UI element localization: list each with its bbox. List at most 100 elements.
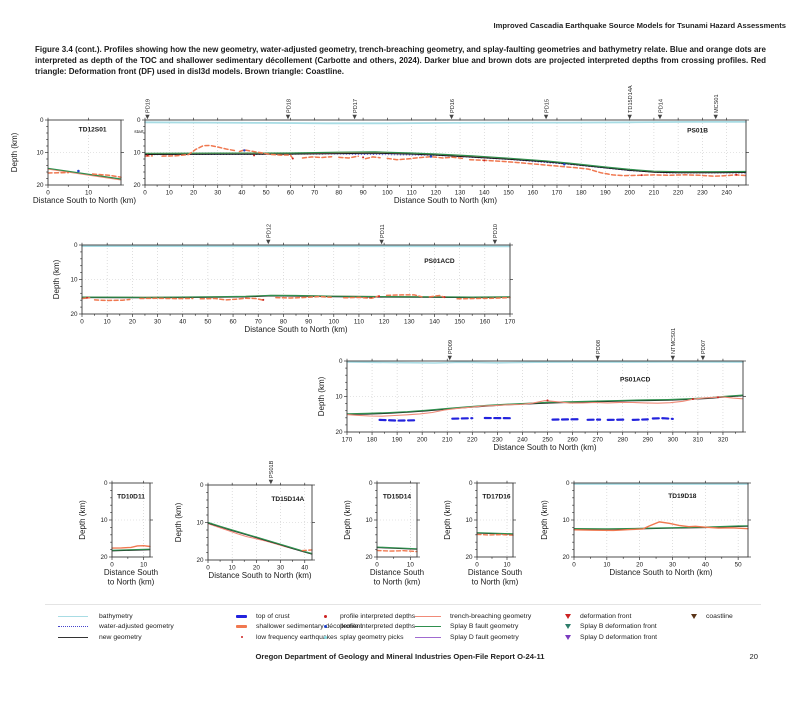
svg-text:to North (km): to North (km) [374, 578, 421, 587]
svg-text:0: 0 [46, 190, 50, 197]
legend-label: bathymetry [99, 612, 133, 620]
svg-text:Distance South: Distance South [104, 568, 158, 577]
legend-column: deformation front Splay B deformation fro… [562, 611, 657, 643]
legend-item: shallower sedimentary décollement [228, 622, 362, 633]
svg-text:MCS01: MCS01 [714, 94, 720, 113]
svg-text:PD09: PD09 [448, 340, 454, 354]
footer-report-title: Oregon Department of Geology and Mineral… [255, 652, 545, 661]
svg-text:20: 20 [465, 554, 473, 561]
svg-text:170: 170 [505, 319, 516, 326]
legend-label: low frequency earthquakes [256, 633, 338, 641]
svg-text:Depth (km): Depth (km) [540, 500, 549, 540]
svg-text:230: 230 [492, 437, 503, 444]
legend-column: coastline [688, 611, 733, 622]
legend-label: profile interpreted depths [340, 612, 416, 620]
svg-text:Distance South to North (km): Distance South to North (km) [208, 571, 311, 580]
legend-line-swatch [415, 626, 441, 628]
svg-text:30: 30 [277, 565, 285, 572]
legend-label: deformation front [580, 612, 632, 620]
svg-text:220: 220 [673, 190, 684, 197]
svg-text:220: 220 [467, 437, 478, 444]
profile-chart-td15d14a: 0 10 20 30 40 0 10 20 Distance South to North (k… [172, 458, 327, 588]
svg-text:PD18: PD18 [286, 99, 292, 113]
svg-text:20: 20 [190, 190, 198, 197]
svg-text:300: 300 [668, 437, 679, 444]
svg-text:0: 0 [566, 480, 570, 487]
figure-caption: Figure 3.4 (cont.). Profiles showing how… [35, 45, 766, 76]
svg-text:50: 50 [263, 190, 271, 197]
svg-text:Distance South: Distance South [468, 568, 522, 577]
svg-text:290: 290 [643, 437, 654, 444]
legend: bathymetry water-adjusted geometry new geo… [45, 604, 761, 647]
svg-text:Depth (km): Depth (km) [10, 132, 19, 172]
svg-text:TD10D11: TD10D11 [117, 494, 145, 501]
svg-text:40: 40 [301, 565, 309, 572]
svg-text:0: 0 [80, 319, 84, 326]
legend-item: bathymetry [58, 611, 174, 622]
running-header: Improved Cascadia Earthquake Source Mode… [493, 21, 786, 30]
svg-text:270: 270 [592, 437, 603, 444]
profile-chart-td19d18: 0 10 20 30 40 50 0 10 20 Distance South to North … [538, 473, 753, 593]
svg-text:PD19: PD19 [146, 99, 152, 113]
svg-text:10: 10 [100, 517, 108, 524]
svg-text:PD11: PD11 [380, 224, 386, 238]
svg-text:PD15: PD15 [544, 99, 550, 113]
svg-text:PS01ACD: PS01ACD [620, 377, 651, 384]
svg-text:130: 130 [404, 319, 415, 326]
legend-dot-swatch [324, 635, 327, 639]
svg-text:150: 150 [503, 190, 514, 197]
profile-chart-td17d16: 0 10 0 10 20 Distance South to North (km) Depth… [441, 475, 530, 593]
svg-text:to North (km): to North (km) [108, 578, 155, 587]
svg-text:80: 80 [335, 190, 343, 197]
svg-text:0: 0 [200, 482, 204, 489]
svg-text:280: 280 [617, 437, 628, 444]
svg-text:0: 0 [475, 562, 479, 569]
svg-text:0: 0 [40, 117, 44, 124]
profile-plot: 0 10 20 30 40 50 60 70 80 90 100 110 120 130 140 150 160… [52, 224, 516, 334]
profile-plot: 170 180 190 200 210 220 230 240 250 260 270 280 290 3… [317, 328, 746, 452]
legend-column: trench-breaching geometry Splay B fault g… [415, 611, 531, 643]
svg-text:NTMCS01: NTMCS01 [671, 328, 677, 354]
svg-text:start: start [134, 129, 144, 135]
legend-item: coastline [688, 611, 733, 622]
svg-text:50: 50 [204, 319, 212, 326]
svg-text:0: 0 [137, 117, 141, 124]
legend-line-swatch [415, 615, 441, 617]
svg-text:Distance South: Distance South [370, 568, 424, 577]
svg-text:100: 100 [329, 319, 340, 326]
svg-text:PS01B: PS01B [269, 460, 275, 478]
svg-text:10: 10 [407, 562, 415, 569]
legend-label: new geometry [99, 633, 142, 641]
svg-text:40: 40 [179, 319, 187, 326]
svg-text:Distance South to North (km): Distance South to North (km) [394, 196, 497, 205]
svg-text:PD12: PD12 [267, 224, 273, 238]
legend-column: bathymetry water-adjusted geometry new geo… [58, 611, 174, 643]
legend-label: profile interpreted depths [340, 623, 416, 631]
legend-triangle-swatch [691, 613, 697, 619]
page-number: 20 [749, 652, 758, 661]
svg-text:210: 210 [649, 190, 660, 197]
legend-dot-swatch [240, 636, 243, 639]
svg-text:80: 80 [280, 319, 288, 326]
svg-text:200: 200 [417, 437, 428, 444]
svg-text:PD08: PD08 [596, 340, 602, 354]
svg-text:10: 10 [85, 190, 93, 197]
legend-label: trench-breaching geometry [450, 612, 532, 620]
profile-plot: 0 10 20 30 40 50 60 70 80 90 100 110 120 130 140 150 160… [133, 85, 749, 205]
svg-text:Distance South to North (km): Distance South to North (km) [33, 196, 136, 205]
svg-text:170: 170 [342, 437, 353, 444]
svg-text:20: 20 [70, 311, 78, 318]
legend-label: Splay D deformation front [580, 633, 658, 641]
legend-label: Splay B fault geometry [450, 623, 519, 631]
legend-item: new geometry [58, 632, 174, 643]
svg-text:PS01ACD: PS01ACD [424, 258, 455, 265]
svg-text:0: 0 [339, 358, 343, 365]
svg-text:310: 310 [693, 437, 704, 444]
profile-chart-ps01acd-south: 0 10 20 30 40 50 60 70 80 90 100 110 120 130 140 150 160… [50, 218, 528, 340]
legend-item: water-adjusted geometry [58, 622, 174, 633]
legend-line-swatch [58, 636, 88, 638]
